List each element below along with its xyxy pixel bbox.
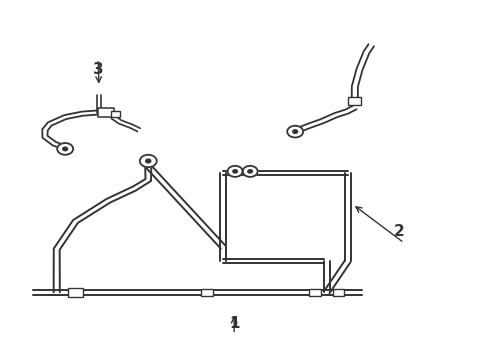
Bar: [98, 108, 114, 117]
Circle shape: [247, 170, 252, 173]
Bar: [347, 98, 361, 105]
Circle shape: [232, 170, 237, 173]
Bar: [332, 288, 344, 296]
Text: 1: 1: [228, 316, 239, 331]
Bar: [68, 288, 82, 297]
Circle shape: [292, 130, 297, 133]
Circle shape: [286, 126, 303, 138]
Bar: [201, 288, 212, 296]
Circle shape: [242, 166, 257, 177]
Circle shape: [57, 143, 73, 155]
Circle shape: [140, 155, 156, 167]
Circle shape: [145, 159, 150, 163]
Text: 2: 2: [393, 224, 404, 239]
Circle shape: [62, 147, 67, 150]
Circle shape: [227, 166, 242, 177]
Bar: [110, 111, 120, 117]
Text: 3: 3: [93, 62, 103, 77]
Bar: [308, 288, 320, 296]
